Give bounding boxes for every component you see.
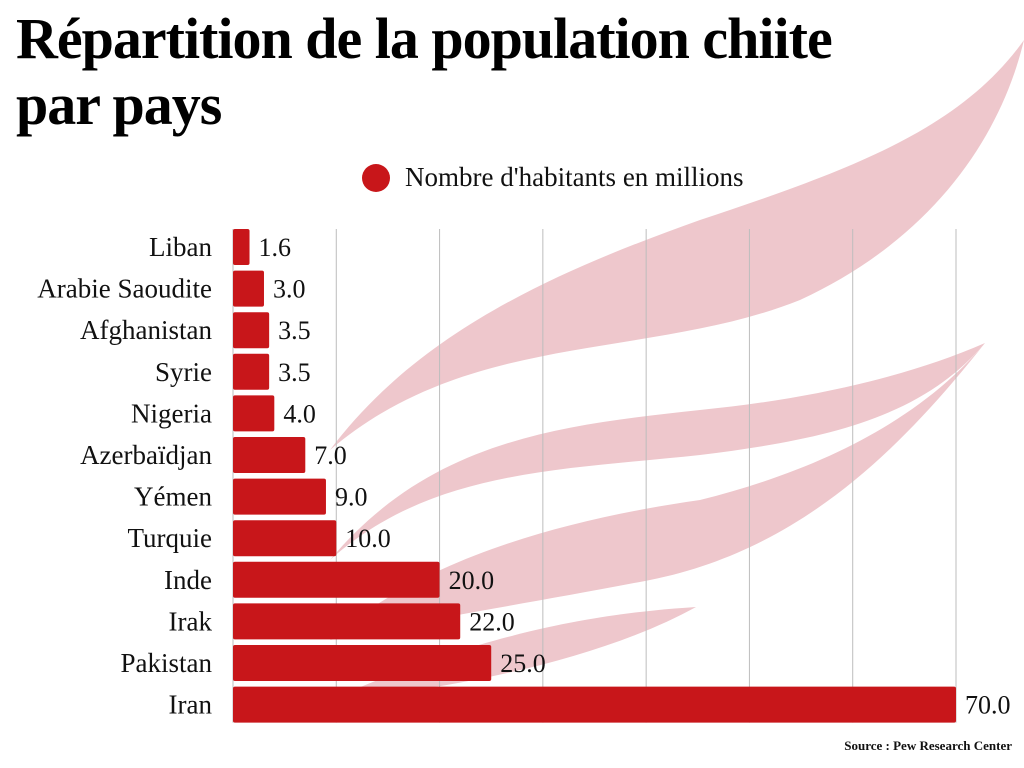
bar [233, 229, 250, 265]
category-label: Afghanistan [80, 315, 212, 345]
value-label: 3.5 [278, 358, 311, 387]
category-label: Iran [169, 690, 213, 720]
value-label: 7.0 [314, 441, 347, 470]
labels: Liban 1.6 Arabie Saoudite 3.0 Afghanistan 3.5… [37, 232, 1010, 720]
value-label: 9.0 [335, 483, 368, 512]
category-label: Irak [169, 606, 213, 636]
value-label: 10.0 [345, 524, 391, 553]
bar [233, 270, 264, 307]
wing-stroke-top [330, 40, 1024, 450]
legend-label: Nombre d'habitants en millions [405, 162, 744, 192]
value-label: 70.0 [965, 691, 1011, 720]
bar [233, 395, 275, 432]
legend: Nombre d'habitants en millions [362, 162, 744, 193]
bar [233, 520, 337, 557]
value-label: 20.0 [449, 566, 495, 595]
source-note: Source : Pew Research Center [844, 738, 1012, 753]
bar [233, 645, 492, 681]
page-title: Répartition de la population chiite par … [16, 6, 833, 137]
wing-stroke-middle [330, 343, 985, 560]
value-label: 3.0 [273, 275, 306, 304]
value-label: 25.0 [500, 649, 546, 678]
bar [233, 561, 440, 598]
bar [233, 437, 306, 473]
category-label: Pakistan [121, 648, 213, 678]
bars [233, 229, 956, 723]
category-label: Yémen [134, 482, 212, 512]
category-label: Nigeria [131, 398, 212, 428]
category-label: Syrie [155, 357, 212, 387]
wing-stroke-lower [330, 343, 985, 640]
category-label: Azerbaïdjan [80, 440, 212, 470]
bar [233, 478, 326, 515]
category-label: Liban [149, 232, 212, 262]
value-label: 22.0 [469, 607, 515, 636]
bar [233, 603, 461, 640]
bar [233, 353, 270, 390]
circle-dot-icon [362, 163, 390, 192]
gridlines [232, 229, 957, 723]
category-label: Inde [164, 565, 212, 595]
value-label: 3.5 [278, 316, 311, 345]
value-label: 4.0 [283, 399, 316, 428]
category-label: Turquie [127, 523, 212, 553]
bar [233, 686, 956, 723]
bar [233, 312, 270, 349]
value-label: 1.6 [259, 233, 292, 262]
category-label: Arabie Saoudite [37, 274, 212, 304]
